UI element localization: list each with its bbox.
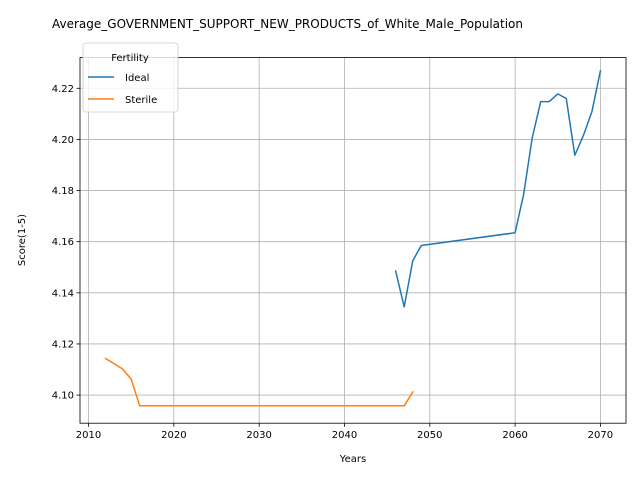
x-axis-label: Years — [339, 454, 366, 465]
y-tick-label: 4.10 — [52, 391, 74, 402]
legend-title: Fertility — [111, 53, 149, 64]
x-tick-label: 2040 — [332, 430, 357, 441]
x-axis-ticks: 2010 2020 2030 2040 2050 2060 2070 — [76, 423, 613, 441]
x-tick-label: 2070 — [588, 430, 613, 441]
y-tick-label: 4.12 — [52, 339, 74, 350]
series-line-ideal — [394, 70, 602, 308]
y-axis-label: Score(1-5) — [17, 214, 28, 266]
y-tick-label: 4.14 — [52, 288, 74, 299]
y-tick-label: 4.20 — [52, 135, 74, 146]
x-tick-label: 2020 — [161, 430, 186, 441]
x-tick-label: 2060 — [502, 430, 527, 441]
legend-label-sterile: Sterile — [125, 95, 157, 106]
plot-frame — [79, 57, 627, 424]
chart-title: Average_GOVERNMENT_SUPPORT_NEW_PRODUCTS_… — [52, 17, 523, 31]
legend-box — [82, 42, 179, 113]
y-tick-label: 4.18 — [52, 186, 74, 197]
series-line-sterile — [104, 357, 414, 407]
y-tick-label: 4.16 — [52, 237, 74, 248]
x-tick-label: 2050 — [417, 430, 442, 441]
legend: Fertility Ideal Sterile — [82, 42, 179, 113]
x-tick-label: 2030 — [246, 430, 271, 441]
x-tick-label: 2010 — [76, 430, 101, 441]
y-axis-ticks: 4.10 4.12 4.14 4.16 4.18 4.20 4.22 — [52, 84, 80, 402]
y-tick-label: 4.22 — [52, 84, 74, 95]
series-lines — [104, 70, 602, 407]
grid — [80, 57, 626, 424]
legend-label-ideal: Ideal — [125, 73, 149, 84]
